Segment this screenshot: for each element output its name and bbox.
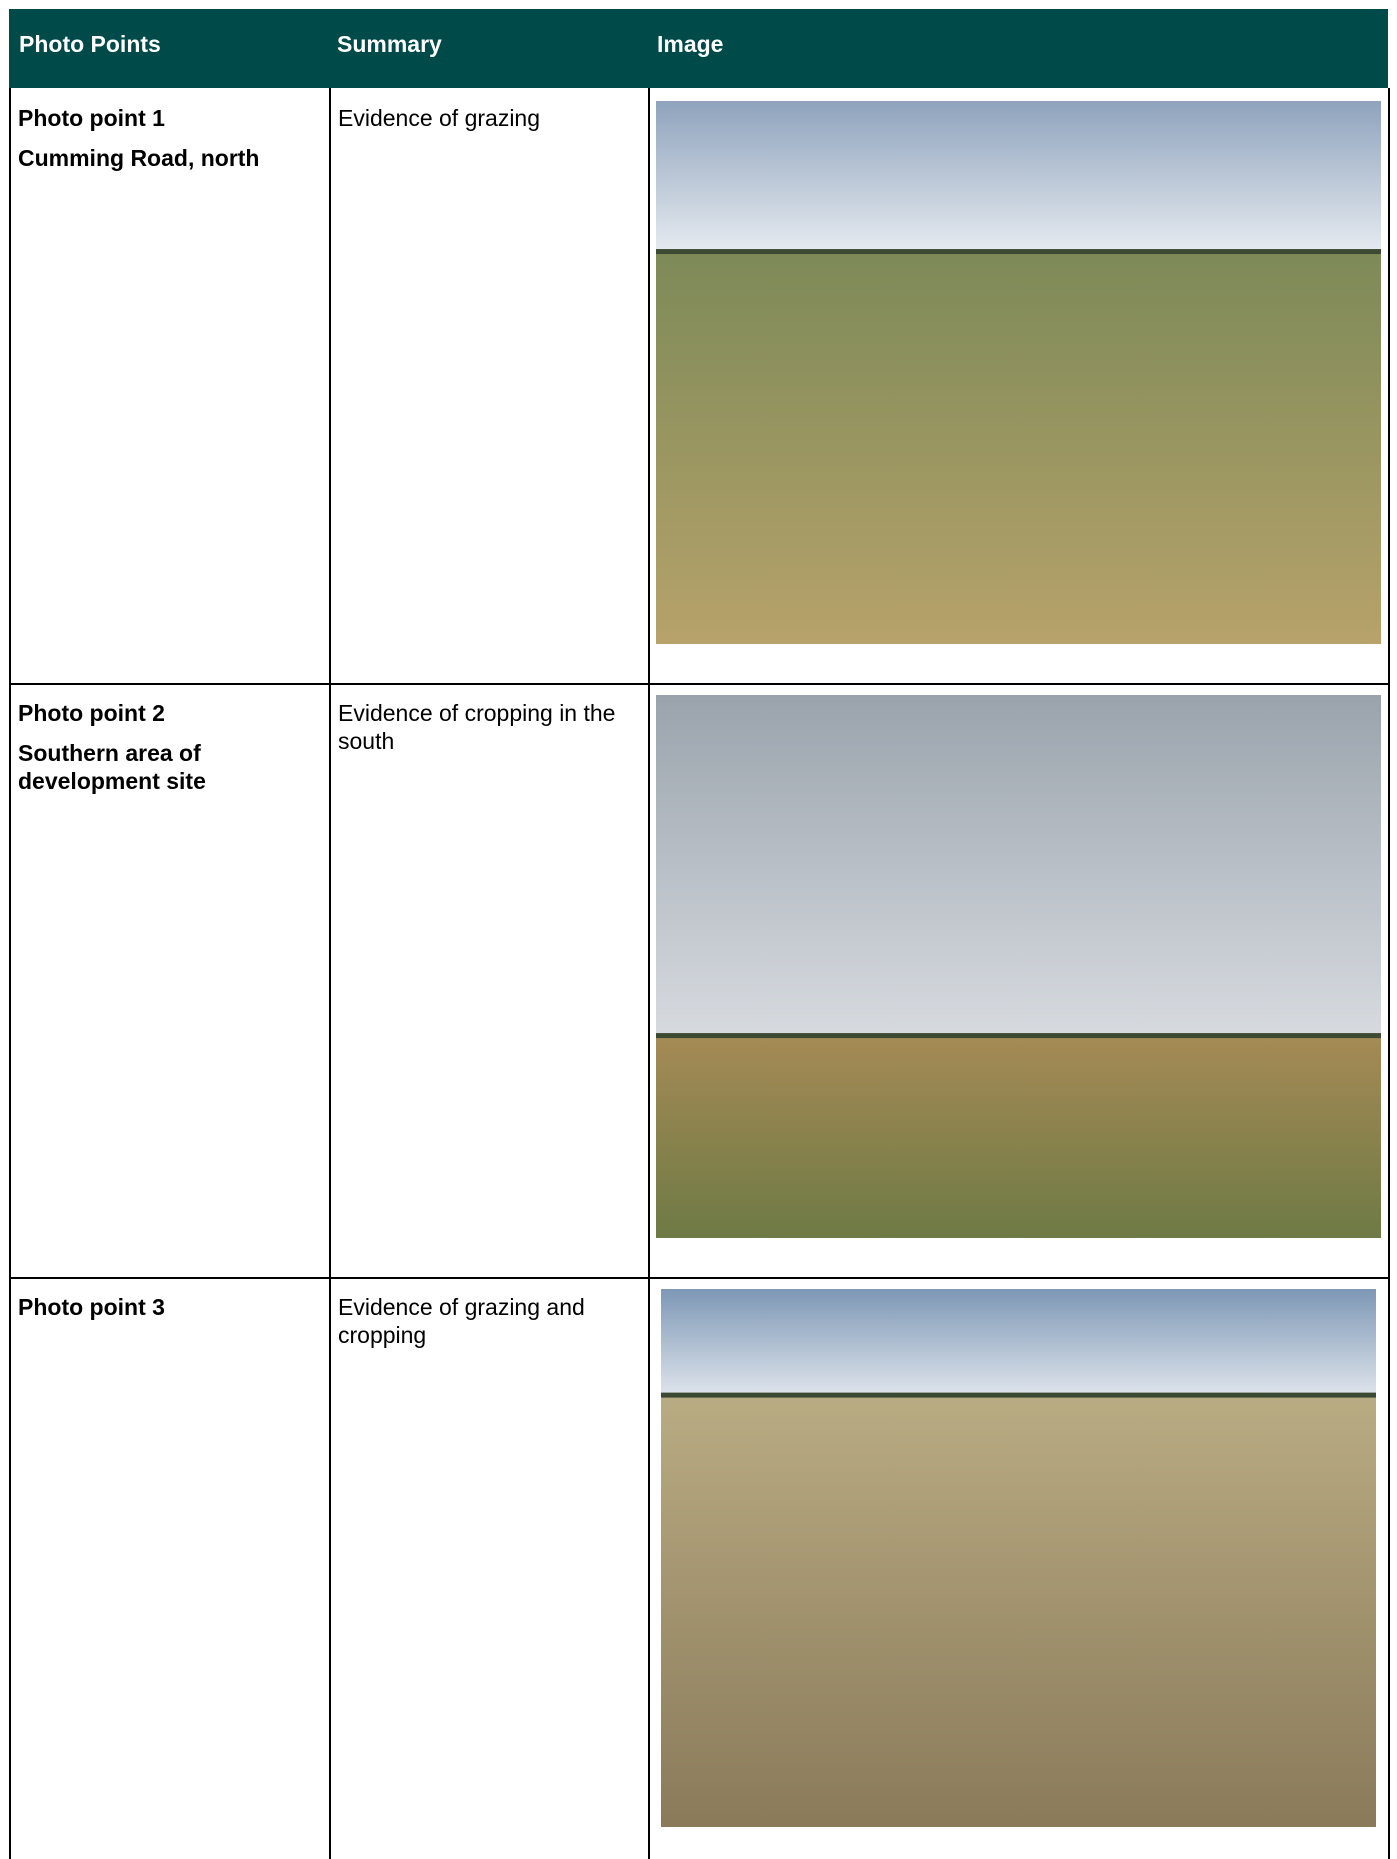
summary: Evidence of grazing <box>338 104 628 132</box>
column-header: Summary <box>337 31 442 58</box>
table-border <box>9 88 11 1859</box>
photo-part <box>656 1033 1381 1038</box>
location: Southern area of development site <box>18 739 318 795</box>
photo-part <box>661 1397 1376 1827</box>
photo-part <box>656 249 1381 254</box>
table-border <box>1388 88 1390 1859</box>
location: Cumming Road, north <box>18 144 318 172</box>
row-border <box>9 1277 1390 1279</box>
photo-part <box>656 1037 1381 1238</box>
column-header: Image <box>657 31 723 58</box>
photo-part <box>656 695 1381 1037</box>
row-border <box>9 683 1390 685</box>
photo-point: Photo point 3 <box>18 1293 318 1321</box>
page: Photo Points Summary Image Photo point 1… <box>0 0 1397 1859</box>
photo-part <box>656 253 1381 644</box>
photo-point: Photo point 1 <box>18 104 318 132</box>
photo <box>661 1289 1376 1827</box>
photo-part <box>661 1289 1376 1397</box>
photo-part <box>656 101 1381 253</box>
photo <box>656 695 1381 1238</box>
photo <box>656 101 1381 644</box>
photo-part <box>661 1393 1376 1398</box>
table-border <box>329 88 331 1859</box>
summary: Evidence of grazing and cropping <box>338 1293 628 1349</box>
summary: Evidence of cropping in the south <box>338 699 628 755</box>
photo-point: Photo point 2 <box>18 699 318 727</box>
table-header: Photo Points Summary Image <box>9 9 1388 88</box>
column-header: Photo Points <box>19 31 161 58</box>
table-border <box>648 88 650 1859</box>
